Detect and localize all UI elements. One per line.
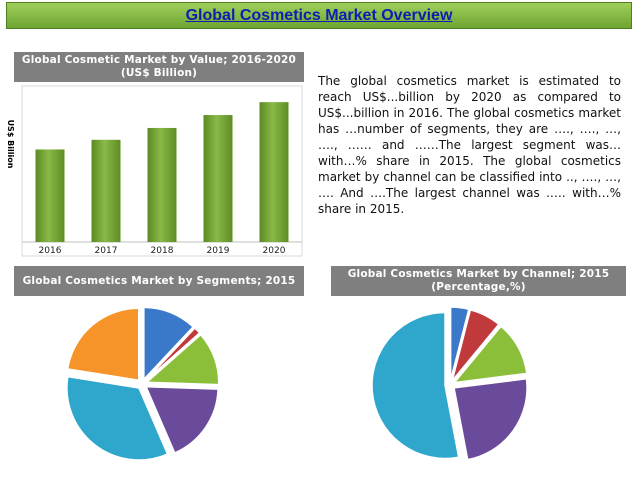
x-tick-label: 2017 (95, 246, 118, 256)
pie-slice-4 (144, 386, 219, 454)
pie-slice-1 (143, 306, 195, 382)
pie-slice-5 (371, 311, 460, 460)
plot-frame (21, 85, 303, 257)
pie-slice-5 (66, 375, 169, 461)
segments-pie-title: Global Cosmetics Market by Segments; 201… (14, 266, 304, 296)
x-tick-label: 2016 (39, 246, 62, 256)
pie-slice-3 (452, 325, 528, 384)
channel-pie-chart (371, 306, 528, 461)
pie-slice-3 (144, 333, 220, 386)
bar-2019 (203, 115, 233, 242)
bar-chart: 2016 2017 2018 2019 2020 US$ Billion (6, 85, 303, 257)
bar-2018 (147, 127, 177, 242)
x-tick-label: 2018 (151, 246, 174, 256)
bar-2017 (91, 139, 121, 242)
pie-slice-1 (449, 306, 470, 381)
bar-2016 (35, 149, 65, 242)
x-tick-label: 2020 (263, 246, 286, 256)
bar-2020 (259, 102, 289, 242)
channel-pie-title: Global Cosmetics Market by Channel; 2015… (331, 266, 626, 296)
x-tick-label: 2019 (207, 246, 230, 256)
pie-slice-6 (66, 307, 140, 382)
description-text: The global cosmetics market is estimated… (318, 74, 621, 216)
page-title: Global Cosmetics Market Overview (185, 6, 453, 24)
y-axis-label: US$ Billion (6, 120, 15, 169)
page-title-bar: Global Cosmetics Market Overview (6, 2, 632, 29)
pie-slice-2 (451, 308, 500, 382)
segments-pie-chart (66, 306, 220, 461)
pie-slice-2 (145, 326, 201, 382)
bar-chart-title: Global Cosmetic Market by Value; 2016-20… (14, 52, 304, 82)
pie-slice-4 (453, 377, 528, 461)
